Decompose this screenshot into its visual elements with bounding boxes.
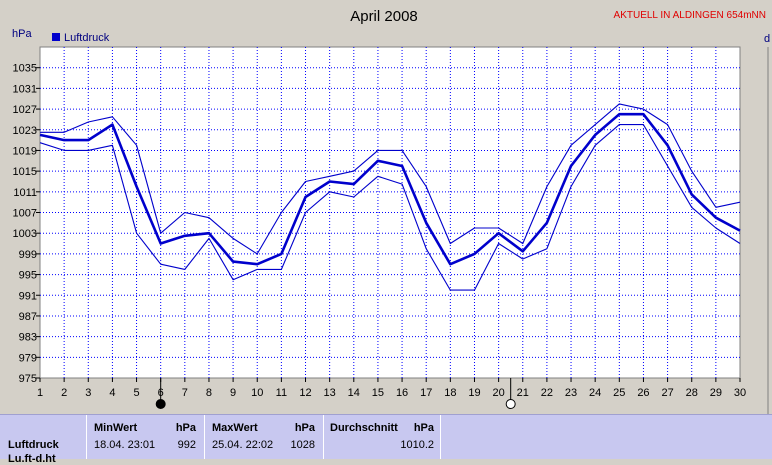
y-tick-label: 1015 [13,166,37,178]
stats-label-cell: Luftdruck Lu.ft-d.ht [0,415,87,465]
y-tick-label: 983 [19,332,37,344]
x-tick-label: 22 [541,387,553,399]
x-tick-label: 20 [492,387,504,399]
stats-min-cell: MinWert hPa 18.04. 23:01 992 [87,415,205,459]
y-tick-label: 987 [19,311,37,323]
y-tick-label: 1027 [13,104,37,116]
stats-max-value: 1028 [290,439,315,451]
y-tick-label: 1003 [13,228,37,240]
x-tick-label: 3 [85,387,91,399]
x-tick-label: 12 [299,387,311,399]
stats-min-header: MinWert [94,422,138,434]
chart-title: April 2008 [350,8,418,25]
x-tick-label: 5 [133,387,139,399]
x-tick-label: 7 [182,387,188,399]
stats-avg-unit: hPa [413,422,434,434]
y-axis-ticks: 975 979 983 987 991 995 999 1003 1007 1011 1015 101… [13,63,40,385]
y-axis-unit: hPa [12,28,32,40]
y-tick-label: 999 [19,249,37,261]
y-tick-label: 979 [19,352,37,364]
stats-row-label-2: Lu.ft-d.ht [8,453,56,465]
x-tick-label: 14 [348,387,360,399]
y-tick-label: 1035 [13,63,37,75]
moon-phases [155,378,516,409]
plot-area [39,46,741,379]
series-line-max [40,103,741,255]
series-line-min [39,124,741,291]
x-tick-label: 1 [37,387,43,399]
x-tick-label: 21 [517,387,529,399]
stats-avg-header: Durchschnitt [330,422,398,434]
y-tick-label: 995 [19,270,37,282]
x-tick-label: 24 [589,387,601,399]
x-tick-label: 11 [276,387,287,399]
x-tick-label: 28 [686,387,698,399]
y-tick-label: 1019 [13,145,37,157]
y-tick-label: 1011 [13,187,37,199]
x-tick-label: 30 [734,387,746,399]
series [39,103,741,291]
y-tick-label: 975 [19,373,37,385]
x-tick-label: 25 [613,387,625,399]
x-tick-label: 9 [230,387,236,399]
x-tick-label: 27 [661,387,673,399]
stats-max-header: MaxWert [212,422,258,434]
x-tick-label: 8 [206,387,212,399]
stats-min-unit: hPa [175,422,196,434]
stats-min-datetime: 18.04. 23:01 [94,439,156,451]
right-axis-unit-partial: d [764,33,770,45]
legend-swatch [52,33,60,41]
x-axis-ticks: 1234567891011121314151617181920212223242… [37,378,746,399]
x-tick-label: 16 [396,387,408,399]
stats-row-label: Luftdruck [8,439,59,451]
x-tick-label: 10 [251,387,263,399]
x-tick-label: 4 [109,387,115,399]
x-tick-label: 17 [420,387,432,399]
y-tick-label: 991 [19,290,37,302]
stats-min-value: 992 [177,439,196,451]
x-tick-label: 18 [444,387,456,399]
x-tick-label: 26 [637,387,649,399]
x-tick-label: 19 [468,387,480,399]
grid [40,47,740,378]
x-tick-label: 2 [61,387,67,399]
x-tick-label: 29 [710,387,722,399]
stats-panel: Luftdruck Lu.ft-d.ht MinWert hPa 18.04. … [0,414,772,465]
series-line-mean [39,112,741,266]
stats-avg-cell: Durchschnitt hPa 1010.2 [324,415,441,459]
y-tick-label: 1007 [13,208,37,220]
stats-avg-value: 1010.2 [400,439,434,451]
legend-label: Luftdruck [64,32,110,44]
y-tick-label: 1031 [13,83,37,95]
stats-max-unit: hPa [294,422,315,434]
x-tick-label: 15 [372,387,384,399]
stats-max-datetime: 25.04. 22:02 [212,439,274,451]
new-moon-icon [155,399,166,409]
station-label: AKTUELL IN ALDINGEN 654mNN [614,10,766,21]
y-tick-label: 1023 [13,125,37,137]
full-moon-icon [505,399,516,409]
x-tick-label: 23 [565,387,577,399]
chart: April 2008 AKTUELL IN ALDINGEN 654mNN hP… [12,8,770,414]
legend: Luftdruck [52,32,110,44]
stats-max-cell: MaxWert hPa 25.04. 22:02 1028 [205,415,324,459]
x-tick-label: 13 [324,387,336,399]
